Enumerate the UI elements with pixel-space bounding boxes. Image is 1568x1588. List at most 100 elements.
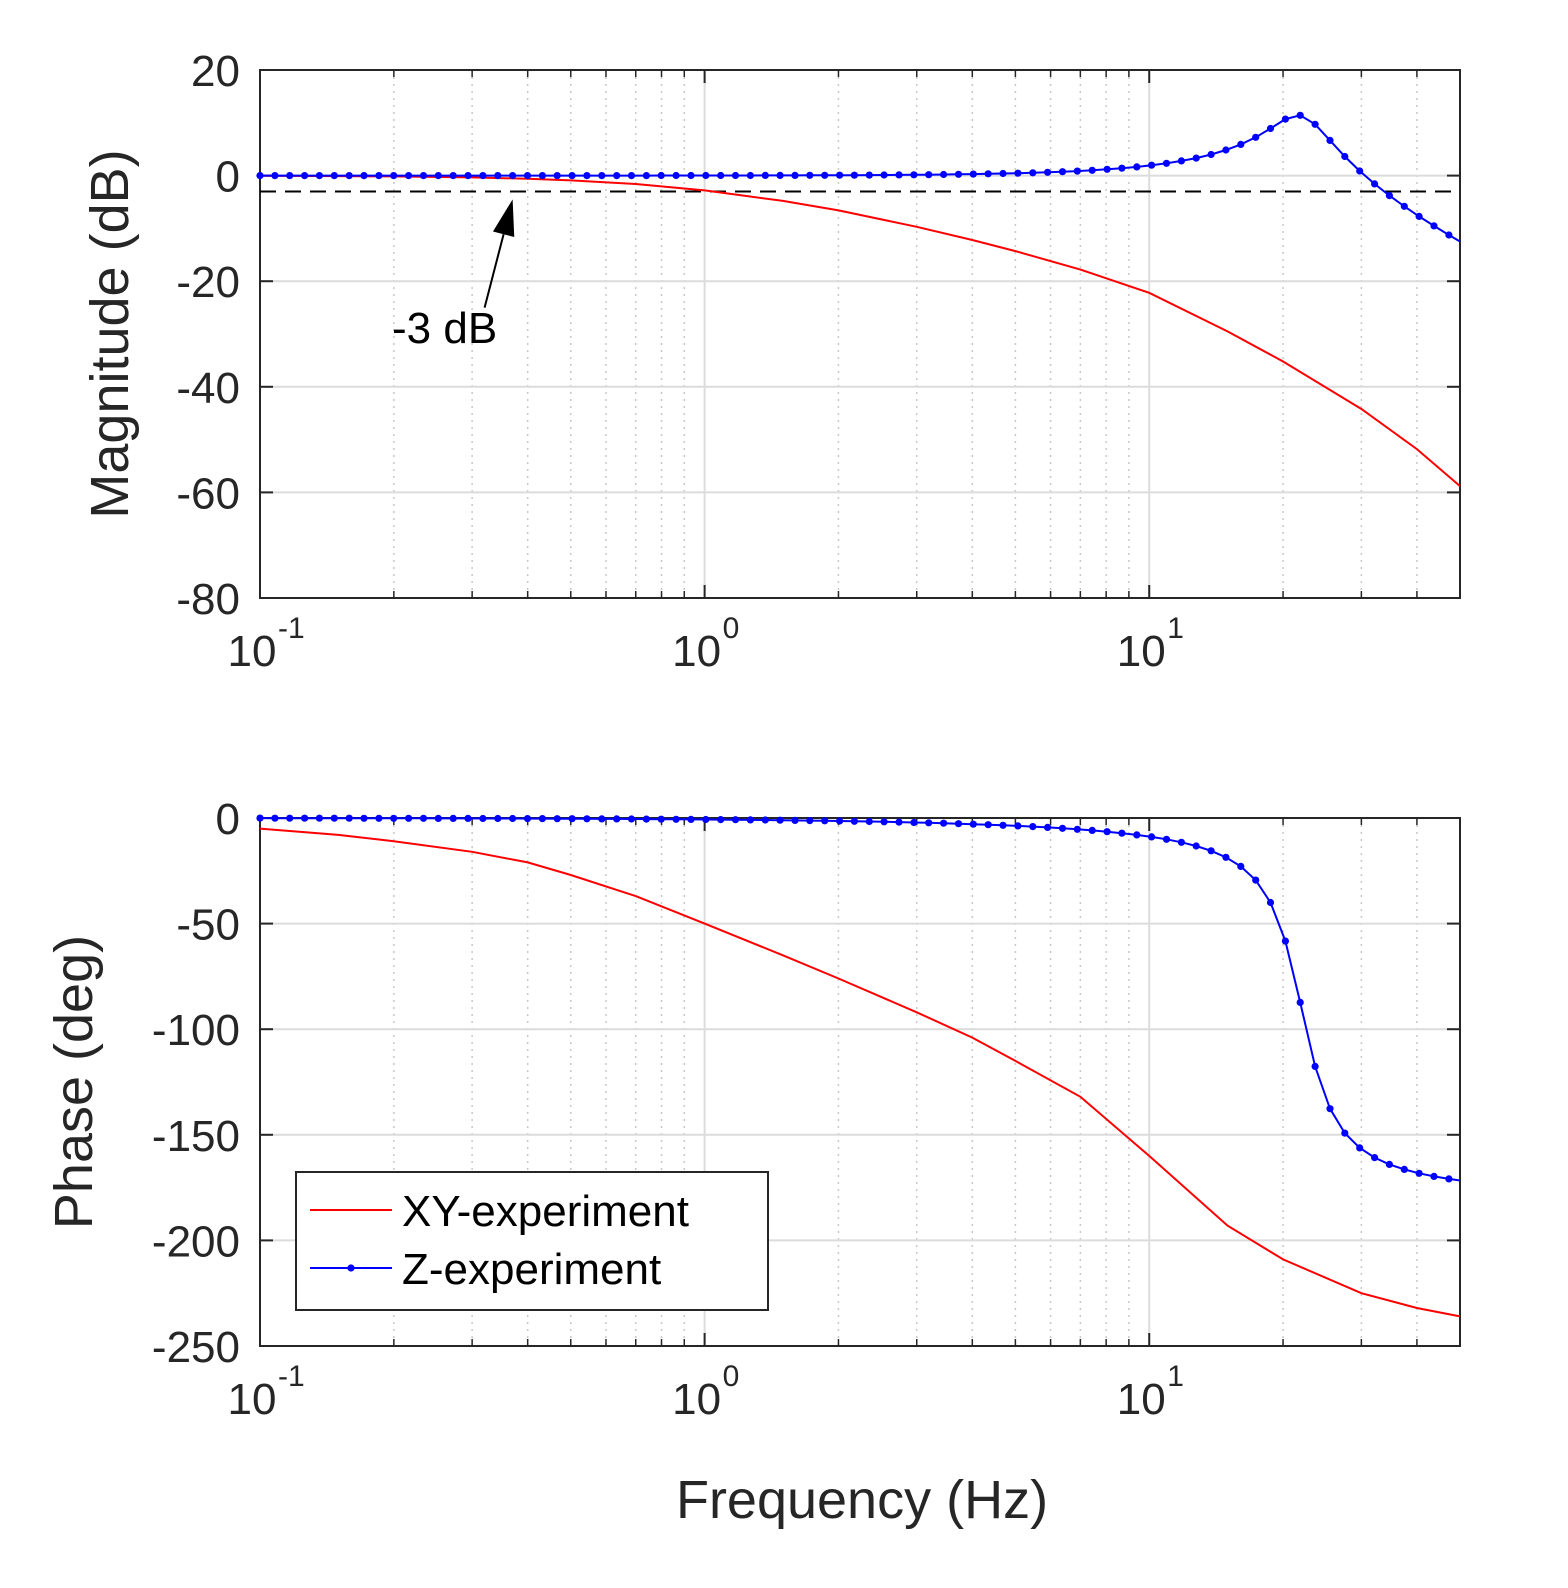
z-data-point <box>1103 828 1111 836</box>
z-data-point <box>464 172 472 180</box>
phase-y-axis-label: Phase (deg) <box>44 935 104 1229</box>
z-data-point <box>449 814 457 823</box>
z-data-point <box>345 172 353 180</box>
magnitude-tick-marks <box>259 69 1461 599</box>
y-tick-label: 0 <box>216 795 240 844</box>
magnitude-y-tick-labels: 20 0 -20 -40 -60 -80 <box>176 47 240 624</box>
z-data-point <box>1371 1154 1379 1162</box>
z-data-point <box>672 171 680 180</box>
z-data-point <box>1222 146 1230 154</box>
z-data-point <box>1058 824 1067 832</box>
z-data-point <box>1192 842 1200 850</box>
z-data-point <box>1445 1175 1453 1183</box>
z-data-point <box>1311 1062 1319 1070</box>
z-data-point <box>1207 150 1215 159</box>
z-data-point <box>1311 120 1319 128</box>
x-tick-label-exponent: 1 <box>1167 612 1184 645</box>
z-data-point <box>657 815 665 823</box>
phase-plot: 0-50-100-150-200-250 10 -1 10 0 10 1 Phase (d… <box>44 795 1461 1530</box>
z-data-point <box>702 815 710 824</box>
z-data-point <box>1162 835 1171 843</box>
x-tick-label: 10 <box>228 627 277 676</box>
z-data-point <box>301 172 309 180</box>
phase-x-tick-labels: 10 -1 10 0 10 1 <box>228 1360 1184 1424</box>
z-data-point <box>1430 1172 1438 1180</box>
z-data-point <box>1177 157 1185 165</box>
z-data-point <box>1252 876 1260 884</box>
z-data-point <box>969 170 977 178</box>
z-data-point <box>1341 152 1349 161</box>
z-data-point <box>1133 831 1141 839</box>
z-data-point <box>479 172 487 180</box>
z-data-point <box>419 172 428 180</box>
y-tick-label: -40 <box>176 364 240 413</box>
z-data-point <box>479 814 487 823</box>
z-data-point <box>1073 167 1081 175</box>
magnitude-plot: 200-20-40-60-80 10 -1 10 0 10 1 Magnitude (dB… <box>80 47 1461 676</box>
y-tick-label: -60 <box>176 469 240 518</box>
z-data-point <box>821 171 829 179</box>
z-data-point <box>598 815 606 823</box>
annotation-label: -3 dB <box>392 304 497 353</box>
z-data-point <box>1088 826 1096 835</box>
z-data-point <box>1385 1160 1393 1168</box>
z-data-point <box>434 814 442 823</box>
x-tick-label-exponent: -1 <box>278 1360 305 1393</box>
x-tick-label: 10 <box>1117 627 1166 676</box>
z-data-point <box>1029 169 1037 177</box>
z-data-point <box>494 172 502 180</box>
z-data-point <box>613 815 621 823</box>
z-data-point <box>286 814 294 822</box>
x-tick-label: 10 <box>228 1375 277 1424</box>
z-data-point <box>954 820 963 828</box>
z-data-point <box>315 172 323 180</box>
legend: XY-experiment Z-experiment <box>295 1171 769 1311</box>
y-tick-label: 20 <box>191 47 240 96</box>
z-data-point <box>850 171 859 179</box>
z-data-point <box>746 171 755 180</box>
phase-z-series-line <box>259 817 1461 1182</box>
phase-grid <box>260 818 1461 1346</box>
z-data-point <box>375 814 383 822</box>
z-data-point <box>286 172 294 180</box>
z-data-point <box>464 814 472 823</box>
z-data-point <box>850 817 859 825</box>
magnitude-y-axis-label: Magnitude (dB) <box>80 149 140 518</box>
z-data-point <box>583 172 591 180</box>
z-data-point <box>1371 180 1379 188</box>
z-data-point <box>969 820 977 828</box>
z-data-point <box>821 817 829 825</box>
z-data-point <box>1073 825 1081 833</box>
magnitude-x-tick-labels: 10 -1 10 0 10 1 <box>228 612 1184 676</box>
magnitude-axes-frame <box>259 69 1461 599</box>
z-data-point <box>806 817 814 825</box>
legend-xy-label: XY-experiment <box>402 1187 689 1236</box>
z-data-point <box>1014 822 1022 830</box>
z-data-point <box>746 816 755 824</box>
z-data-point <box>642 172 651 180</box>
z-data-point <box>1445 231 1453 239</box>
z-data-point <box>717 816 725 824</box>
z-data-point <box>301 814 309 822</box>
z-data-point <box>880 818 888 826</box>
z-data-point <box>256 814 264 822</box>
z-data-point <box>1192 154 1200 162</box>
legend-box <box>295 1171 769 1311</box>
z-data-point <box>776 816 784 824</box>
z-data-point <box>419 814 428 822</box>
z-data-point <box>1207 847 1215 855</box>
z-data-point <box>642 815 651 823</box>
z-data-point <box>598 172 606 180</box>
z-data-point <box>776 171 784 179</box>
annotation-arrow-head <box>492 199 515 237</box>
z-data-point <box>731 171 740 180</box>
magnitude-z-series-line <box>260 114 1461 243</box>
z-data-point <box>1400 1165 1408 1173</box>
x-tick-label-exponent: 0 <box>723 612 740 645</box>
z-data-point <box>910 171 918 179</box>
z-data-point <box>925 171 933 179</box>
z-data-point <box>657 171 665 180</box>
x-tick-label-exponent: -1 <box>278 612 305 645</box>
z-data-point <box>1044 823 1052 832</box>
